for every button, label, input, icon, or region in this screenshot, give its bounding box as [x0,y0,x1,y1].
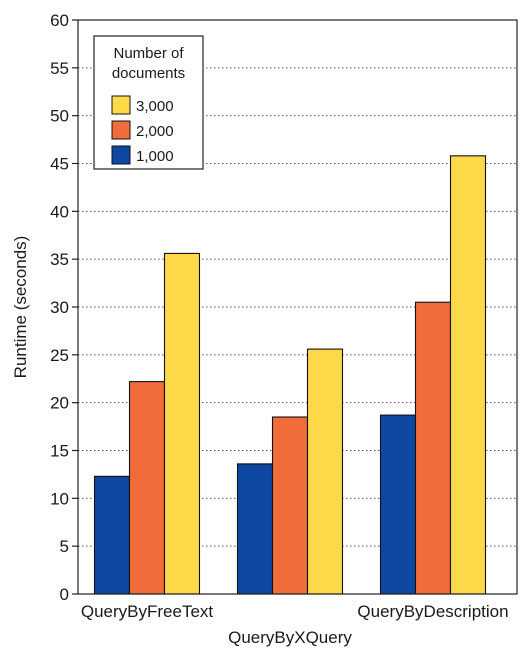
category-labels: QueryByFreeText QueryByXQuery QueryByDescr… [81,602,509,647]
y-tick-label: 25 [50,346,69,365]
bar [93,475,131,595]
y-tick-labels: 0 5 10 15 20 25 30 35 40 45 50 55 60 [50,11,69,604]
y-axis-label: Runtime (seconds) [11,236,30,379]
y-tick-label: 60 [50,11,69,30]
bar [271,416,309,595]
category-label: QueryByDescription [357,602,508,621]
legend-swatch [111,145,131,165]
legend-label: 2,000 [136,123,174,140]
legend-label: 3,000 [136,98,174,115]
bar [379,414,417,595]
y-tick-label: 30 [50,298,69,317]
category-label: QueryByFreeText [81,602,214,621]
plot-frame [77,19,518,595]
bar [449,155,487,595]
y-tick-label: 20 [50,394,69,413]
legend-swatch [111,95,131,115]
legend-title: Number of [113,45,184,62]
y-tick-label: 55 [50,59,69,78]
y-tick-label: 50 [50,107,69,126]
bar [236,463,274,595]
y-tick-label: 45 [50,155,69,174]
axes [72,19,518,595]
bar [306,348,344,595]
y-tick-label: 15 [50,442,69,461]
y-tick-label: 0 [60,585,69,604]
bar [414,301,452,595]
category-label: QueryByXQuery [228,628,352,647]
y-tick-label: 10 [50,489,69,508]
bar [128,381,166,595]
legend-title: documents [112,65,185,82]
y-tick-label: 40 [50,202,69,221]
legend-swatch [111,120,131,140]
legend: Number of documents 3,000 2,000 1,000 [93,35,204,170]
bar [163,252,201,595]
y-tick-label: 35 [50,250,69,269]
legend-label: 1,000 [136,148,174,165]
y-tick-label: 5 [60,537,69,556]
bars [93,155,487,595]
